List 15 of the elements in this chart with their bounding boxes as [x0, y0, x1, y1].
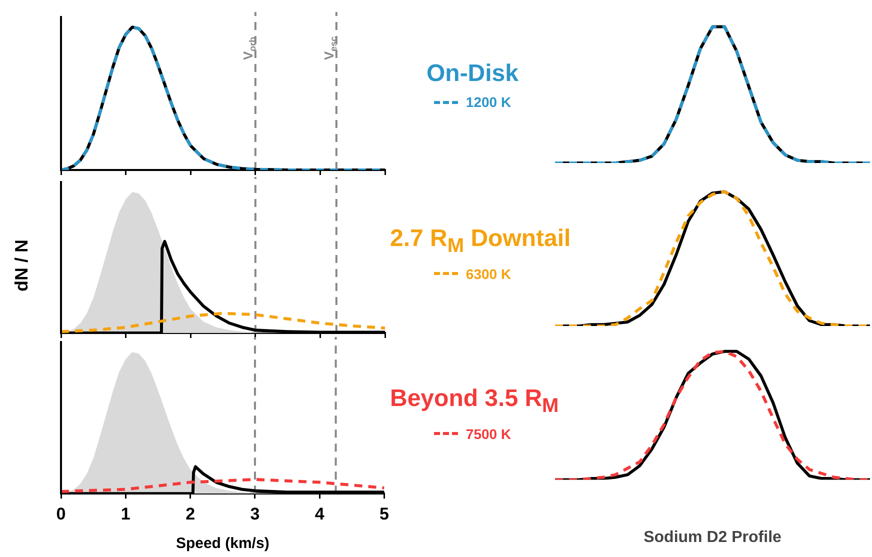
- legend-label: 1200 K: [466, 94, 512, 110]
- x-axis-title: Sodium D2 Profile: [644, 528, 782, 546]
- x-tick-label: 3: [250, 504, 260, 524]
- legend-title: Beyond 3.5 R$_{M}$: [390, 385, 559, 419]
- legend-title: On-Disk: [425, 60, 520, 88]
- x-tick-label: 2: [186, 504, 196, 524]
- x-tick-label: 4: [314, 504, 325, 524]
- legend-label: 6300 K: [466, 266, 512, 282]
- x-axis-title: Speed (km/s): [176, 535, 270, 552]
- x-tick-label: 1: [120, 504, 130, 524]
- x-tick-label: 0: [56, 504, 66, 524]
- x-tick-label: 5: [380, 504, 390, 524]
- legend-title: 2.7 R$_{M}$ Downtail: [390, 225, 571, 259]
- y-axis-title: dN / N: [12, 240, 32, 292]
- legend-label: 7500 K: [466, 426, 512, 442]
